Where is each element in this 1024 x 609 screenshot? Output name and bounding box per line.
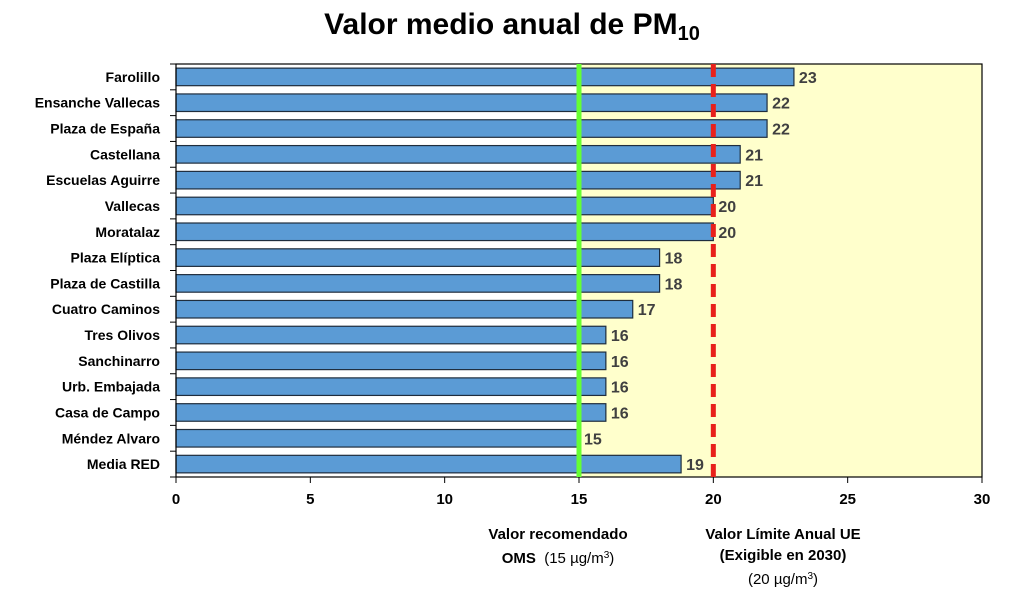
data-label: 15 xyxy=(584,431,602,448)
eu-label-line1: Valor Límite Anual UE xyxy=(705,526,861,543)
bar xyxy=(175,454,682,474)
x-tick-label: 15 xyxy=(571,491,588,508)
category-label: Méndez Alvaro xyxy=(62,430,160,446)
category-label: Casa de Campo xyxy=(55,404,160,420)
oms-label-close: ) xyxy=(609,550,615,567)
category-label: Plaza de Castilla xyxy=(50,275,160,291)
data-label: 18 xyxy=(665,251,683,268)
category-label: Urb. Embajada xyxy=(62,379,160,395)
data-label: 18 xyxy=(665,276,683,293)
data-label: 20 xyxy=(718,225,736,242)
bar xyxy=(175,403,607,422)
bar xyxy=(175,248,661,267)
bar xyxy=(175,222,714,242)
category-label: Cuatro Caminos xyxy=(52,301,160,317)
oms-reference-label: Valor recomendado OMS (15 µg/m3) xyxy=(458,524,658,569)
category-label: Plaza Elíptica xyxy=(71,250,161,266)
category-label: Plaza de España xyxy=(50,121,160,137)
eu-label-line2: (Exigible en 2030) xyxy=(719,547,847,564)
bar xyxy=(175,274,661,293)
category-label: Castellana xyxy=(90,146,160,162)
data-label: 16 xyxy=(611,328,629,345)
data-label: 16 xyxy=(611,380,629,397)
bar xyxy=(175,377,607,397)
bar xyxy=(175,325,607,345)
x-tick-label: 20 xyxy=(705,491,722,508)
data-label: 17 xyxy=(638,302,656,319)
bar xyxy=(175,196,714,216)
data-label: 21 xyxy=(745,147,763,164)
oms-label-line1: Valor recomendado xyxy=(488,526,628,543)
bar xyxy=(175,67,795,87)
data-label: 20 xyxy=(718,199,736,216)
category-label: Tres Olivos xyxy=(85,327,161,343)
chart-title-text: Valor medio anual de PM xyxy=(324,8,678,41)
bar xyxy=(175,299,634,319)
chart-title-subscript: 10 xyxy=(677,23,700,45)
oms-label-value: (15 µg/m xyxy=(544,550,604,567)
data-label: 23 xyxy=(799,70,817,87)
x-tick-label: 5 xyxy=(306,491,314,508)
data-label: 22 xyxy=(772,122,790,139)
category-label: Media RED xyxy=(87,456,160,472)
category-label: Farolillo xyxy=(106,69,160,85)
oms-label-unit-sup: 3 xyxy=(603,550,610,561)
eu-label-unit-sup: 3 xyxy=(807,571,814,582)
bar xyxy=(175,119,768,138)
data-label: 16 xyxy=(611,405,629,422)
bar xyxy=(175,93,768,113)
bar xyxy=(175,351,607,371)
x-tick-label: 30 xyxy=(974,491,991,508)
x-tick-label: 10 xyxy=(436,491,453,508)
bar xyxy=(175,170,741,190)
category-label: Vallecas xyxy=(105,198,160,214)
data-label: 19 xyxy=(686,457,704,474)
category-label: Escuelas Aguirre xyxy=(46,172,160,188)
eu-label-close: ) xyxy=(813,571,819,588)
category-label: Ensanche Vallecas xyxy=(35,95,161,111)
data-label: 22 xyxy=(772,96,790,113)
bar xyxy=(175,428,580,448)
oms-label-line2: OMS xyxy=(501,550,536,567)
data-label: 21 xyxy=(745,173,763,190)
chart-title: Valor medio anual de PM10 xyxy=(0,8,1024,46)
bar xyxy=(175,144,741,164)
x-tick-label: 0 xyxy=(172,491,180,508)
data-label: 16 xyxy=(611,354,629,371)
category-label: Sanchinarro xyxy=(78,353,160,369)
category-label: Moratalaz xyxy=(95,224,160,240)
eu-reference-label: Valor Límite Anual UE (Exigible en 2030)… xyxy=(668,524,898,590)
eu-label-value: (20 µg/m xyxy=(747,571,808,588)
x-tick-label: 25 xyxy=(839,491,856,508)
